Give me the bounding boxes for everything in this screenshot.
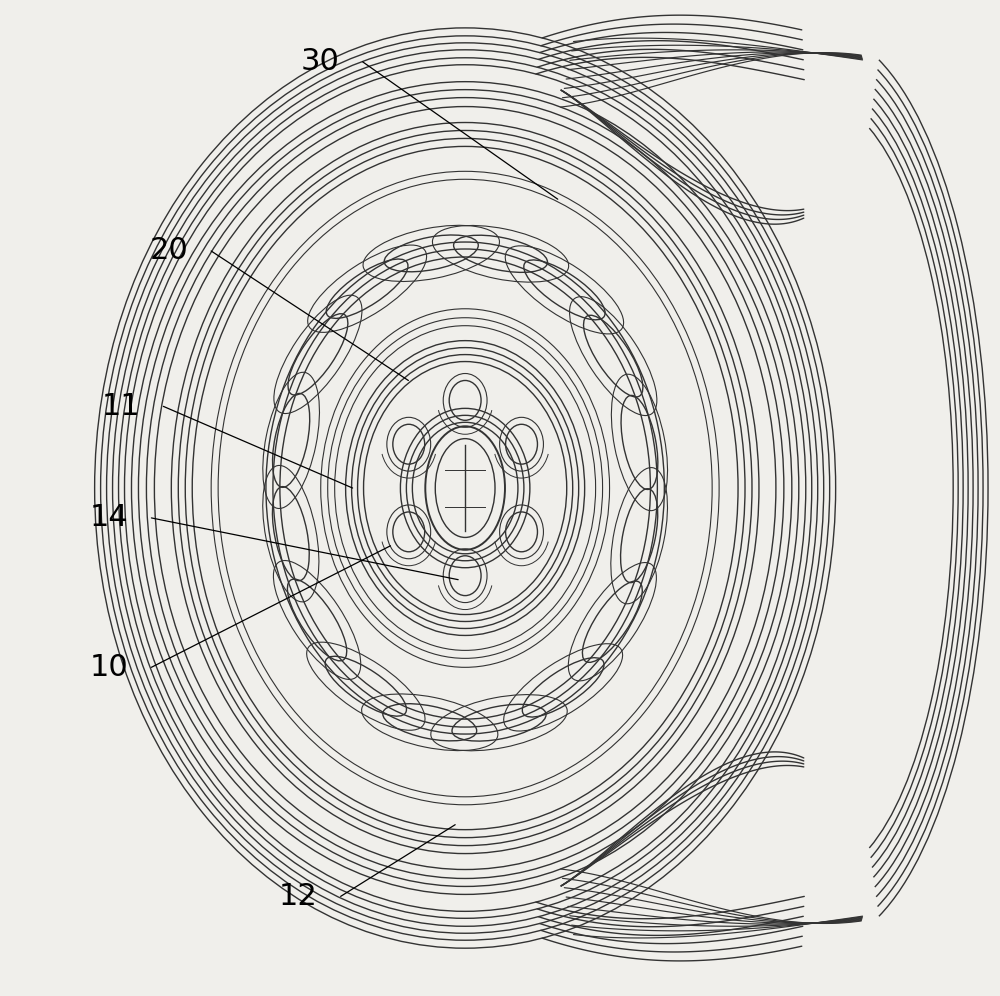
Text: 12: 12 xyxy=(279,881,318,911)
Text: 10: 10 xyxy=(90,652,128,682)
Text: 11: 11 xyxy=(102,391,140,421)
Text: 14: 14 xyxy=(90,503,128,533)
Text: 30: 30 xyxy=(301,47,340,77)
Text: 20: 20 xyxy=(149,236,188,266)
